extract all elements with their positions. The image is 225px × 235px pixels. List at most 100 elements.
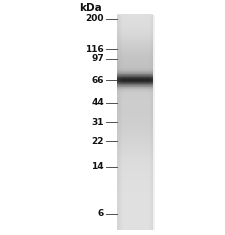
Bar: [117, 210, 153, 211]
Text: 44: 44: [91, 98, 104, 107]
Bar: [117, 54, 153, 55]
Bar: [117, 114, 153, 115]
Bar: [117, 82, 153, 83]
Bar: [117, 24, 153, 25]
Bar: [117, 71, 153, 72]
Bar: [117, 28, 153, 29]
Bar: [117, 100, 153, 101]
Bar: [117, 215, 153, 216]
Bar: [117, 109, 153, 110]
Bar: [117, 119, 153, 120]
Bar: [117, 36, 153, 37]
Bar: [117, 98, 153, 100]
Bar: [117, 90, 153, 91]
Bar: [117, 180, 153, 181]
Bar: [117, 133, 153, 134]
Bar: [117, 180, 153, 181]
Bar: [117, 149, 153, 151]
Bar: [117, 131, 153, 133]
Bar: [150, 15, 151, 230]
Bar: [117, 56, 153, 57]
Bar: [117, 226, 153, 227]
Bar: [117, 163, 153, 164]
Bar: [117, 175, 153, 176]
Bar: [117, 91, 153, 92]
Bar: [117, 154, 153, 155]
Bar: [117, 222, 153, 223]
Bar: [117, 224, 153, 225]
Bar: [117, 167, 153, 168]
Bar: [117, 59, 153, 61]
Bar: [117, 14, 153, 16]
Bar: [117, 80, 153, 82]
Bar: [117, 106, 153, 107]
Bar: [117, 77, 153, 78]
Bar: [117, 142, 153, 143]
Bar: [117, 99, 153, 100]
Bar: [117, 223, 153, 224]
Bar: [117, 129, 153, 130]
Bar: [117, 87, 153, 88]
Bar: [117, 31, 153, 32]
Bar: [117, 188, 153, 189]
Bar: [117, 121, 153, 122]
Bar: [117, 105, 153, 106]
Bar: [117, 176, 153, 177]
Bar: [117, 208, 153, 209]
Bar: [117, 65, 153, 67]
Bar: [117, 185, 153, 186]
Bar: [117, 103, 153, 104]
Bar: [117, 122, 153, 123]
Bar: [117, 121, 153, 122]
Bar: [149, 15, 150, 230]
Bar: [117, 174, 153, 175]
Bar: [117, 35, 153, 36]
Bar: [117, 67, 153, 68]
Bar: [117, 27, 153, 28]
Bar: [117, 194, 153, 195]
Bar: [117, 62, 153, 63]
Bar: [117, 169, 153, 170]
Bar: [117, 76, 153, 77]
Bar: [117, 73, 153, 74]
Bar: [117, 19, 153, 20]
Bar: [117, 197, 153, 198]
Bar: [117, 45, 153, 46]
Bar: [117, 114, 153, 115]
Bar: [117, 117, 153, 118]
Bar: [117, 32, 153, 33]
Bar: [117, 111, 153, 113]
Bar: [117, 216, 153, 217]
Text: 97: 97: [91, 55, 104, 63]
Bar: [117, 57, 153, 58]
Bar: [117, 126, 153, 128]
Bar: [117, 203, 153, 204]
Bar: [117, 97, 153, 98]
Bar: [117, 78, 153, 79]
Bar: [117, 152, 153, 153]
Bar: [117, 155, 153, 156]
Bar: [117, 118, 153, 119]
Bar: [117, 184, 153, 185]
Bar: [117, 208, 153, 210]
Bar: [117, 192, 153, 194]
Bar: [117, 227, 153, 228]
Bar: [117, 48, 153, 49]
Bar: [117, 88, 153, 90]
Bar: [117, 27, 153, 28]
Bar: [117, 165, 153, 166]
Bar: [117, 213, 153, 215]
Bar: [117, 228, 153, 230]
Bar: [117, 31, 153, 33]
Bar: [117, 21, 153, 22]
Bar: [117, 130, 153, 131]
Bar: [117, 139, 153, 140]
Bar: [117, 120, 153, 121]
Bar: [119, 15, 121, 230]
Bar: [117, 72, 153, 74]
Bar: [117, 96, 153, 97]
Bar: [117, 159, 153, 160]
Bar: [117, 20, 153, 21]
Bar: [117, 86, 153, 87]
Bar: [117, 68, 153, 69]
